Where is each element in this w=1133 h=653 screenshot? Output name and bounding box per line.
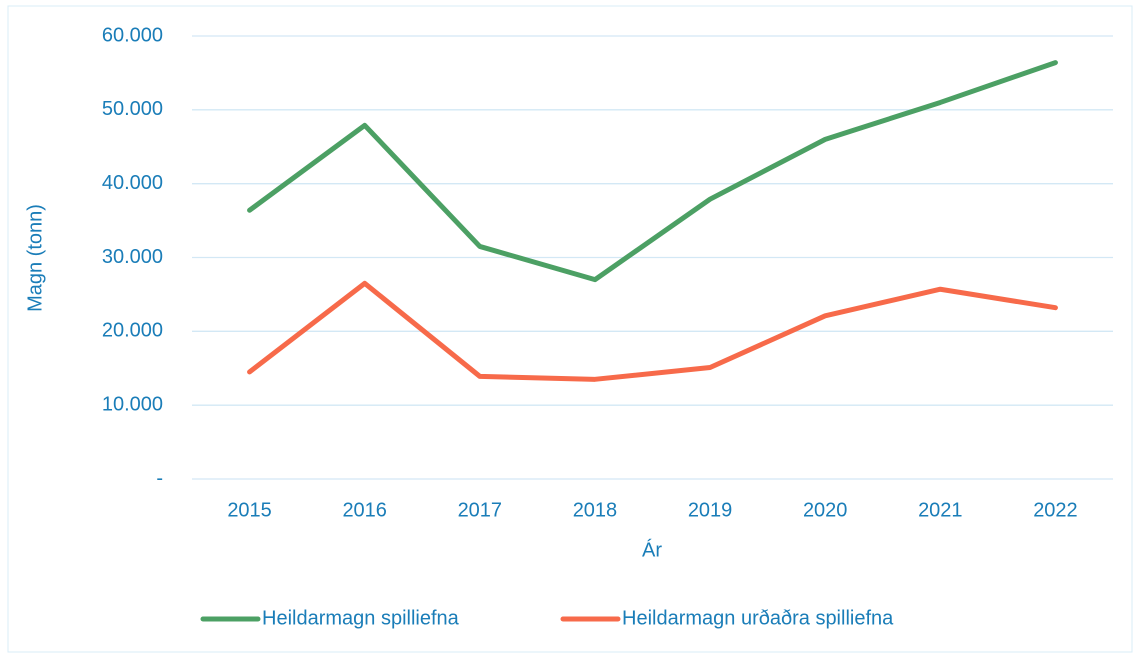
x-tick-label: 2020 bbox=[803, 499, 848, 521]
legend-label: Heildarmagn urðaðra spilliefna bbox=[622, 607, 894, 629]
chart-frame bbox=[7, 5, 1133, 653]
y-tick-label: 40.000 bbox=[102, 172, 163, 194]
data-line bbox=[247, 280, 1058, 382]
y-tick-label: 20.000 bbox=[102, 320, 163, 342]
x-tick-label: 2019 bbox=[688, 499, 733, 521]
y-tick-label: 10.000 bbox=[102, 393, 163, 415]
x-tick-label: 2017 bbox=[458, 499, 503, 521]
y-tick-label: - bbox=[156, 467, 163, 489]
y-tick-label: 60.000 bbox=[102, 24, 163, 46]
x-tick-label: 2015 bbox=[227, 499, 272, 521]
x-axis-title: Ár bbox=[642, 538, 662, 561]
y-tick-label: 30.000 bbox=[102, 246, 163, 268]
legend-label: Heildarmagn spilliefna bbox=[262, 607, 460, 629]
x-tick-label: 2016 bbox=[342, 499, 387, 521]
data-line bbox=[247, 60, 1058, 283]
x-tick-label: 2021 bbox=[918, 499, 963, 521]
x-tick-label: 2022 bbox=[1033, 499, 1078, 521]
x-tick-label: 2018 bbox=[573, 499, 618, 521]
y-tick-label: 50.000 bbox=[102, 98, 163, 120]
y-axis-title: Magn (tonn) bbox=[24, 204, 46, 312]
